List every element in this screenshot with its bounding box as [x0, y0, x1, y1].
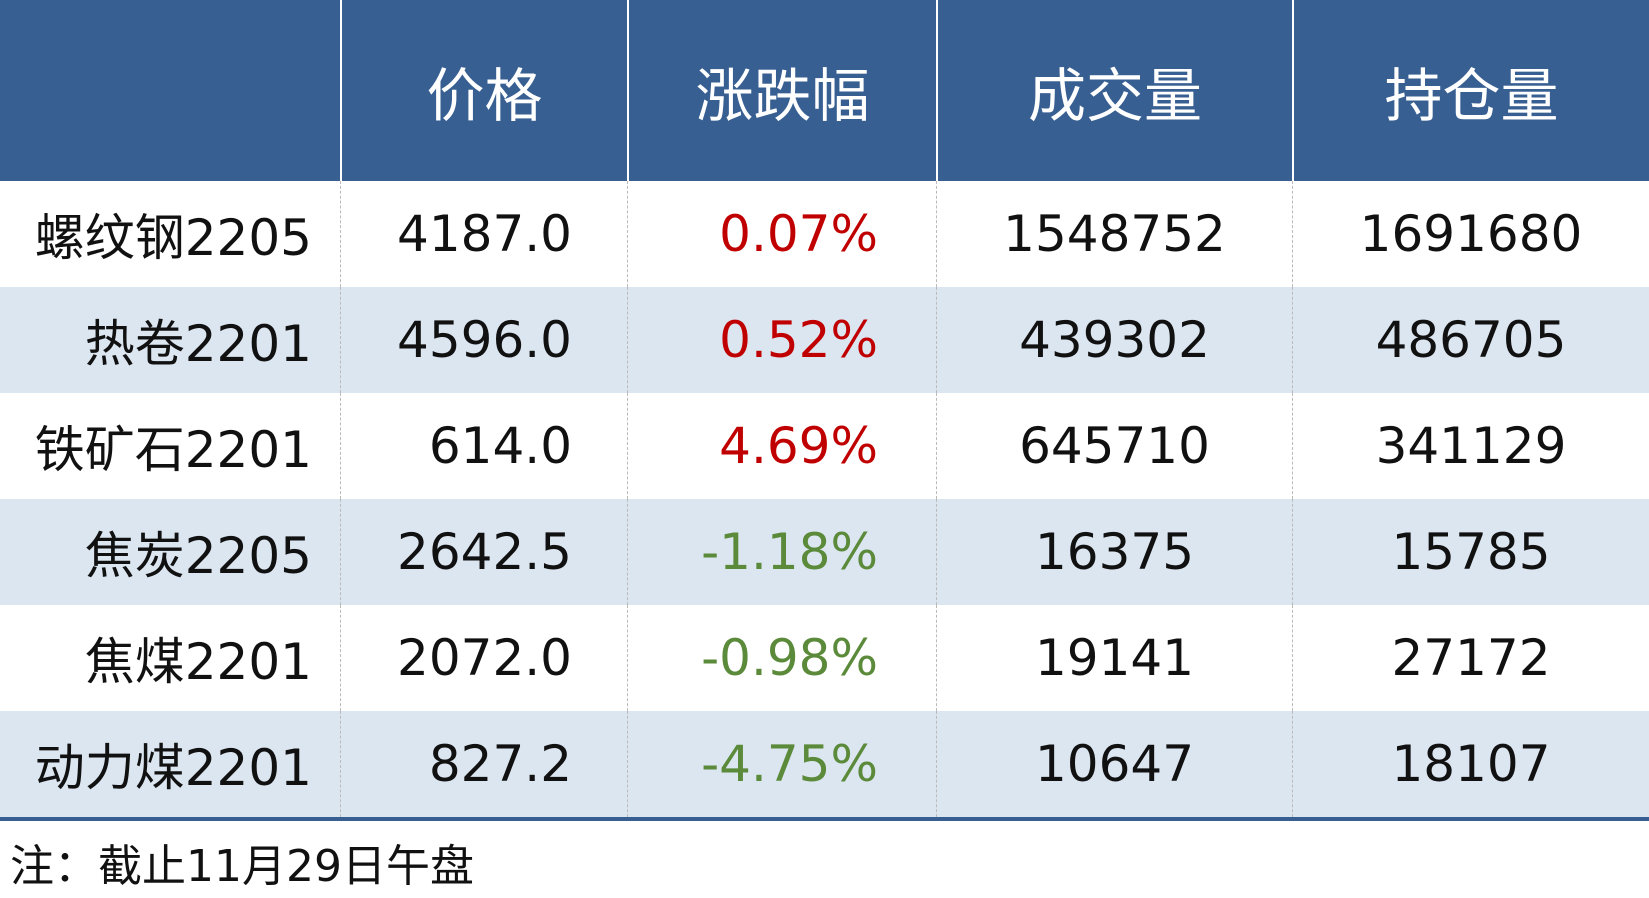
- table-cell: 827.2: [340, 711, 627, 817]
- table-cell: 4596.0: [340, 287, 627, 393]
- table-cell: 1548752: [936, 181, 1292, 287]
- table-cell: 动力煤2201: [34, 739, 312, 797]
- bottom-rule: [0, 817, 1649, 821]
- table-cell: 27172: [1292, 605, 1649, 711]
- table-cell: 热卷2201: [84, 315, 312, 373]
- table-cell: 4187.0: [340, 181, 627, 287]
- table-cell: 18107: [1292, 711, 1649, 817]
- table-row: 动力煤2201 827.2 -4.75% 10647 18107: [0, 711, 1649, 817]
- table-cell: 439302: [936, 287, 1292, 393]
- header-cell: 价格: [340, 0, 627, 181]
- header-row: 价格 涨跌幅 成交量 持仓量: [0, 0, 1649, 181]
- table-row: 焦炭2205 2642.5 -1.18% 16375 15785: [0, 499, 1649, 605]
- header-cell: 成交量: [936, 0, 1292, 181]
- table-cell: 焦炭2205: [84, 527, 312, 585]
- table-cell: 16375: [936, 499, 1292, 605]
- table-row: 螺纹钢2205 4187.0 0.07% 1548752 1691680: [0, 181, 1649, 287]
- table-cell: 341129: [1292, 393, 1649, 499]
- table-row: 热卷2201 4596.0 0.52% 439302 486705: [0, 287, 1649, 393]
- table-cell: 铁矿石2201: [34, 421, 312, 479]
- table-cell: 0.07%: [627, 181, 936, 287]
- table-cell: 2642.5: [340, 499, 627, 605]
- header-cell: 涨跌幅: [627, 0, 936, 181]
- table-cell: 10647: [936, 711, 1292, 817]
- table-cell: 2072.0: [340, 605, 627, 711]
- table-cell: 19141: [936, 605, 1292, 711]
- table-cell: 1691680: [1292, 181, 1649, 287]
- table-cell: 645710: [936, 393, 1292, 499]
- note: 注：截止11月29日午盘: [10, 841, 474, 892]
- table-cell: 4.69%: [627, 393, 936, 499]
- table-row: 焦煤2201 2072.0 -0.98% 19141 27172: [0, 605, 1649, 711]
- table-row: 铁矿石2201 614.0 4.69% 645710 341129: [0, 393, 1649, 499]
- table-cell: 15785: [1292, 499, 1649, 605]
- table-cell: -0.98%: [627, 605, 936, 711]
- header-cell: [0, 0, 340, 181]
- table-cell: 0.52%: [627, 287, 936, 393]
- table-cell: 486705: [1292, 287, 1649, 393]
- table-cell: 614.0: [340, 393, 627, 499]
- header-cell: 持仓量: [1292, 0, 1649, 181]
- table-cell: 焦煤2201: [84, 633, 312, 691]
- table-cell: -1.18%: [627, 499, 936, 605]
- table-cell: 螺纹钢2205: [34, 209, 312, 267]
- table-cell: -4.75%: [627, 711, 936, 817]
